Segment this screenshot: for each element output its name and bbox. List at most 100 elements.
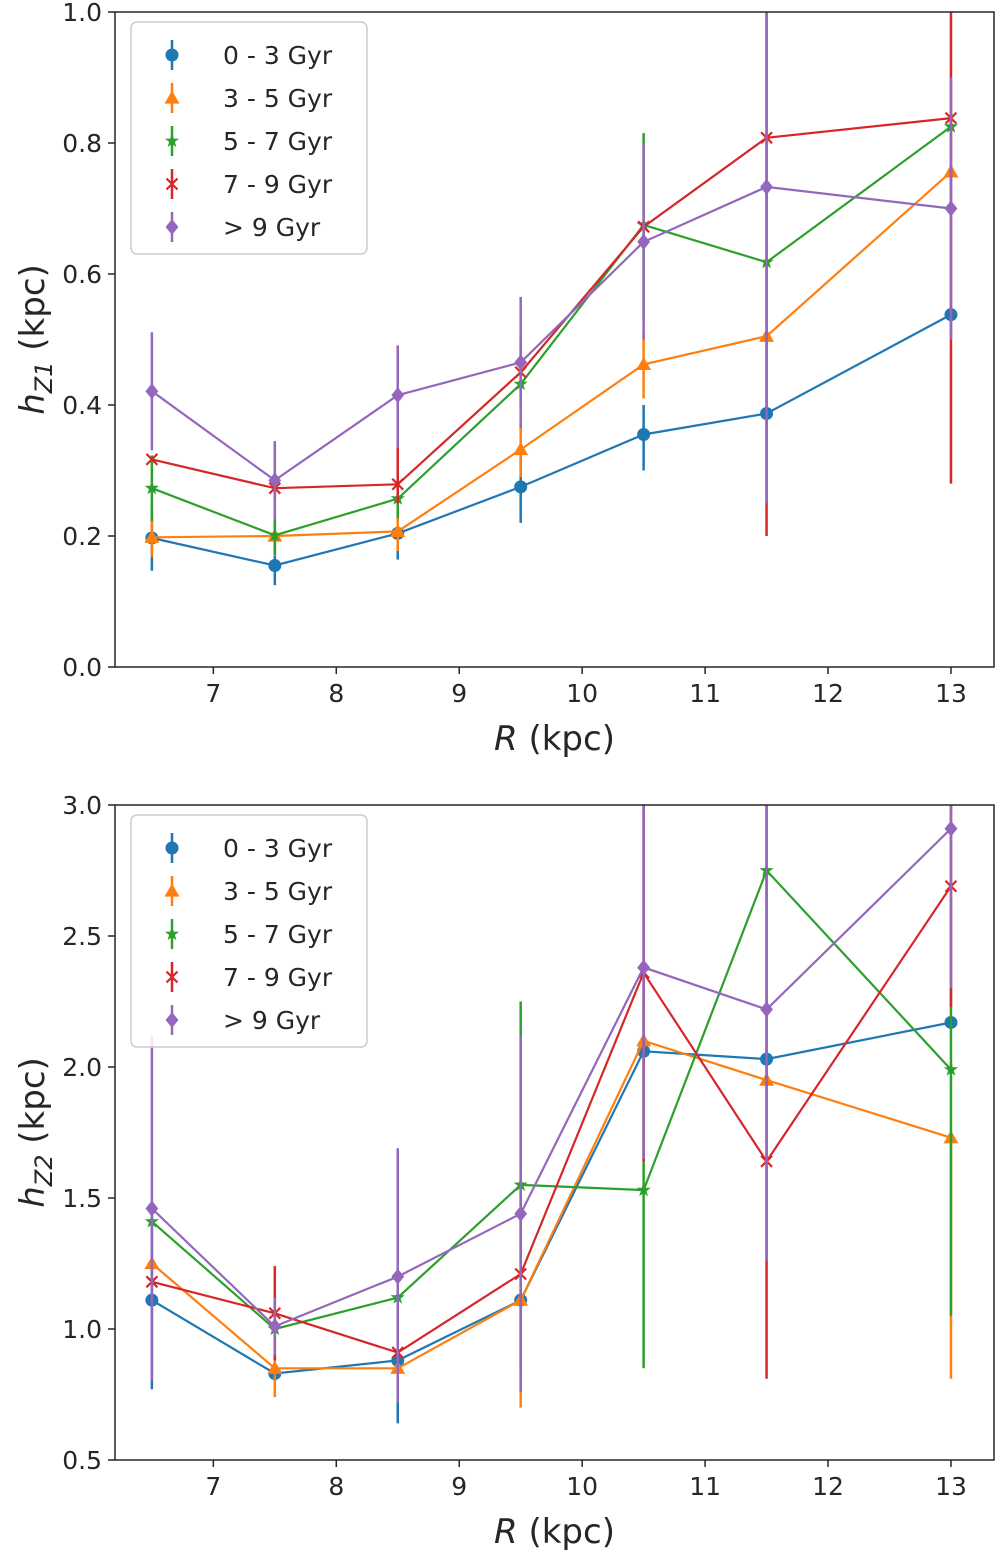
y-tick-label: 0.6 [62,260,102,289]
legend-marker [165,970,179,984]
x-tick-label: 12 [812,1472,844,1501]
x-tick-label: 11 [689,1472,721,1501]
x-tick-label: 7 [205,1472,221,1501]
legend-marker [165,1012,179,1028]
y-tick-label: 1.0 [62,1315,102,1344]
bottom-chart-panel: 7 8 9 10 11 12 130.51.01.52.02.53.0R (kpc)hZ2 … [13,791,995,1552]
data-point [944,200,958,217]
legend-entry-3: 7 - 9 Gyr [165,962,333,992]
legend: 0 - 3 Gyr 3 - 5 Gyr 5 - 7 Gyr 7 - 9 Gyr > 9 … [130,21,368,255]
plot-area [144,805,959,1424]
legend-label: > 9 Gyr [223,213,321,242]
y-axis-label-units: (kpc) [13,264,53,361]
legend-entry-2: 5 - 7 Gyr [164,919,333,949]
legend-label: 0 - 3 Gyr [223,41,333,70]
x-axis-label-units: (kpc) [518,1512,615,1552]
y-axis-label-subscript: Z2 [30,1155,58,1188]
x-tick-label: 11 [689,679,721,708]
data-point [637,959,651,976]
data-point [390,523,406,538]
y-tick-label: 0.5 [62,1446,102,1475]
y-tick-label: 0.2 [62,522,102,551]
data-point [267,527,282,542]
data-point [944,820,958,837]
data-point [514,354,528,371]
y-tick-label: 0.8 [62,129,102,158]
data-point [513,442,529,456]
x-tick-label: 8 [328,679,344,708]
y-tick-label: 2.5 [62,922,102,951]
legend-marker [165,219,179,235]
data-point [145,1200,159,1217]
x-tick-label: 7 [205,679,221,708]
x-tick-label: 13 [935,1472,967,1501]
legend-entry-1: 3 - 5 Gyr [164,83,333,113]
legend-entry-1: 3 - 5 Gyr [164,876,333,906]
data-point [514,480,528,494]
x-axis-label-symbol: R [494,1512,518,1552]
legend-label: 0 - 3 Gyr [223,834,333,863]
legend-entry-4: > 9 Gyr [165,1005,321,1035]
legend-entry-0: 0 - 3 Gyr [165,40,333,70]
x-axis-label-symbol: R [494,719,518,759]
y-axis-label: hZ2 (kpc) [13,1057,58,1208]
legend-marker [165,841,179,855]
x-tick-label: 9 [451,1472,467,1501]
x-axis-label: R (kpc) [494,719,615,759]
legend-entry-4: > 9 Gyr [165,212,321,242]
top-chart-panel: 7 8 9 10 11 12 130.00.20.40.60.81.0R (kpc)hZ1 … [13,0,995,759]
data-point [145,453,159,466]
data-point [760,178,773,195]
legend-marker [165,177,179,191]
x-axis-label: R (kpc) [494,1512,615,1552]
legend-label: 7 - 9 Gyr [223,963,333,992]
data-point [636,356,652,371]
y-tick-label: 2.0 [62,1053,102,1082]
y-tick-label: 0.0 [62,653,102,682]
data-point [268,1318,282,1335]
legend-entry-0: 0 - 3 Gyr [165,833,333,863]
legend: 0 - 3 Gyr 3 - 5 Gyr 5 - 7 Gyr 7 - 9 Gyr > 9 … [130,814,368,1048]
axes-frame [114,804,995,1461]
legend-label: > 9 Gyr [223,1006,321,1035]
y-axis-label-symbol: h [13,1186,53,1208]
legend-box [130,21,368,255]
legend-box [130,814,368,1048]
data-point [268,558,282,572]
x-tick-label: 12 [812,679,844,708]
data-point [391,1268,405,1285]
x-tick-label: 10 [566,1472,598,1501]
y-tick-label: 1.0 [62,0,102,27]
x-tick-label: 9 [451,679,467,708]
legend-marker [164,133,180,148]
x-tick-label: 8 [328,1472,344,1501]
data-point [637,233,651,250]
data-point [268,472,282,489]
legend-entry-3: 7 - 9 Gyr [165,169,333,199]
y-axis-label-units: (kpc) [13,1057,53,1154]
data-point [760,1001,773,1018]
data-point [637,427,651,441]
legend-label: 3 - 5 Gyr [223,84,333,113]
y-axis-label-subscript: Z1 [30,362,58,395]
data-point [391,477,405,491]
data-point [145,383,159,400]
y-tick-label: 1.5 [62,1184,102,1213]
legend-marker [164,926,180,941]
legend-marker [165,48,179,62]
data-point [391,387,405,404]
legend-label: 5 - 7 Gyr [223,127,333,156]
legend-entry-2: 5 - 7 Gyr [164,126,333,156]
y-axis-label-symbol: h [13,393,53,415]
y-tick-label: 0.4 [62,391,102,420]
data-point [144,529,160,543]
x-axis-label-units: (kpc) [518,719,615,759]
legend-label: 3 - 5 Gyr [223,877,333,906]
data-point [267,1360,283,1374]
series-4 [145,12,958,520]
x-tick-label: 10 [566,679,598,708]
y-axis-label: hZ1 (kpc) [13,264,58,415]
plot-area [144,12,959,586]
data-point [144,480,159,495]
